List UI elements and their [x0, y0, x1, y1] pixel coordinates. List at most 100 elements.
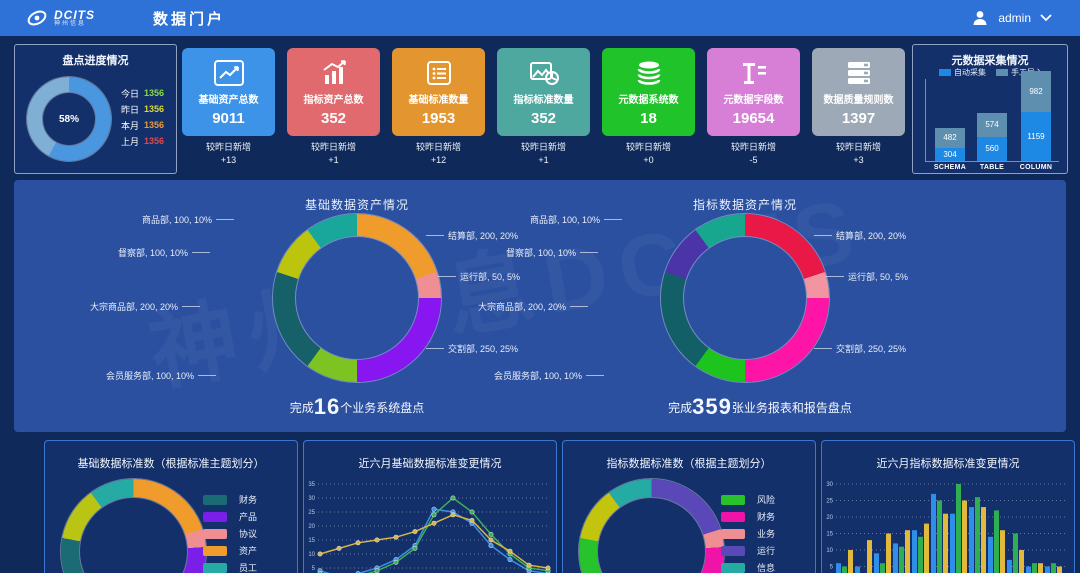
svg-text:35: 35	[308, 482, 315, 488]
stat-today: 今日 1356	[121, 88, 165, 99]
svg-text:25: 25	[826, 499, 833, 505]
kpi-card-indicator-standards[interactable]: 指标标准数量 352	[497, 48, 590, 136]
line-chart-icon	[212, 57, 246, 89]
logo-subtext: 神州信息	[54, 21, 87, 27]
kpi-delta-indicator-standards: 较昨日新增 +1	[520, 142, 566, 165]
svg-text:5: 5	[312, 566, 316, 572]
asset-overview-section: 神州信息DCITS 基础数据资产情况 商品部, 100, 10% 结算部, 20…	[14, 179, 1066, 432]
stacked-bar: 982 1159	[1021, 71, 1051, 161]
text-field-icon	[738, 57, 770, 89]
base-asset-title: 基础数据资产情况	[304, 198, 409, 212]
bar-segment: 1159	[1021, 112, 1051, 161]
svg-text:30: 30	[826, 482, 833, 488]
dcits-logo[interactable]: DCITS 神州信息	[26, 7, 95, 29]
base-standard-donut-panel: 基础数据标准数（根据标准主题划分） 财务 产品 协议 资产 员工	[44, 440, 298, 573]
bar-segment: 560	[977, 137, 1007, 161]
header: DCITS 神州信息 数据门户 admin	[0, 0, 1080, 36]
label-jiesuanbu: 结算部, 200, 20%	[426, 229, 518, 242]
user-menu[interactable]: admin	[971, 0, 1052, 36]
list-icon	[424, 57, 454, 89]
indicator-standard-donut-chart	[579, 479, 724, 573]
legend-item: 协议	[203, 525, 257, 542]
base-standard-donut-chart	[61, 479, 206, 573]
label-shangpinbu-2: 商品部, 100, 10%	[530, 213, 623, 226]
base-standard-trend-chart: 35 30 25 20 15 10 5	[304, 471, 558, 573]
kpi-delta-indicator-assets: 较昨日新增 +1	[310, 142, 356, 165]
label-huiyuanbu: 会员服务部, 100, 10%	[106, 369, 217, 382]
logo-swirl-icon	[27, 10, 47, 26]
label-dazongbu-2: 大宗商品部, 200, 20%	[478, 300, 589, 313]
label-jiesuanbu-2: 结算部, 200, 20%	[814, 229, 906, 242]
stat-this-month: 本月 1356	[121, 120, 165, 131]
username: admin	[998, 11, 1031, 25]
svg-text:30: 30	[308, 496, 315, 502]
svg-text:20: 20	[826, 515, 833, 521]
bar-category-label: COLUMN	[1019, 164, 1053, 171]
svg-text:15: 15	[826, 532, 833, 538]
progress-donut-chart: 58%	[27, 77, 111, 161]
bar-segment: 574	[977, 113, 1007, 137]
indicator-asset-donut-chart	[661, 214, 829, 382]
svg-text:10: 10	[826, 548, 833, 554]
legend-item: 资产	[203, 542, 257, 559]
bar-category-label: SCHEMA	[933, 164, 967, 171]
svg-text:15: 15	[308, 538, 315, 544]
stat-last-month: 上月 1356	[121, 136, 165, 147]
legend-auto: 自动采集	[939, 67, 986, 78]
stat-yesterday: 昨日 1356	[121, 104, 165, 115]
collection-x-axis	[925, 161, 1059, 162]
kpi-delta-base-standards: 较昨日新增 +12	[415, 142, 461, 165]
label-duchabu-2: 督察部, 100, 10%	[506, 246, 599, 259]
collection-stacked-bar-chart: 482 304 574 560 982 1159	[913, 69, 1069, 161]
base-standard-donut-title: 基础数据标准数（根据标准主题划分）	[77, 458, 265, 470]
kpi-card-quality-rules[interactable]: 数据质量规则数 1397	[812, 48, 905, 136]
collection-panel-title: 元数据采集情况	[951, 55, 1029, 67]
bar-segment: 482	[935, 128, 965, 148]
indicator-standard-donut-title: 指标数据标准数（根据主题划分）	[606, 458, 772, 470]
database-icon	[634, 57, 664, 89]
label-yunxingbu: 运行部, 50, 5%	[438, 270, 520, 283]
progress-percent: 58%	[58, 113, 79, 125]
label-dazongbu: 大宗商品部, 200, 20%	[90, 300, 201, 313]
stacked-bar: 482 304	[935, 128, 965, 161]
svg-text:10: 10	[308, 552, 315, 558]
kpi-delta-base-assets: 较昨日新增 +13	[205, 142, 251, 165]
label-duchabu: 督察部, 100, 10%	[118, 246, 211, 259]
svg-text:5: 5	[830, 565, 834, 571]
indicator-standard-legend: 风险 财务 业务 运行 信息	[721, 491, 775, 573]
indicator-standard-trend-panel: 近六月指标数据标准变更情况 30 25 20 15 10 5	[821, 440, 1075, 573]
legend-item: 运行	[721, 542, 775, 559]
label-shangpinbu: 商品部, 100, 10%	[142, 213, 235, 226]
bar-growth-icon	[317, 57, 351, 89]
progress-stats: 今日 1356 昨日 1356 本月 1356 上月 1356	[121, 85, 164, 149]
kpi-card-base-standards[interactable]: 基础标准数量 1953	[392, 48, 485, 136]
label-jiaogebu: 交割部, 250, 25%	[426, 342, 518, 355]
svg-text:25: 25	[308, 510, 315, 516]
indicator-asset-title: 指标数据资产情况	[692, 198, 797, 212]
kpi-card-metadata-systems[interactable]: 元数据系统数 18	[602, 48, 695, 136]
indicator-standard-trend-title: 近六月指标数据标准变更情况	[876, 458, 1020, 470]
chevron-down-icon	[1040, 14, 1052, 22]
bar-segment: 982	[1021, 71, 1051, 112]
kpi-delta-quality-rules: 较昨日新增 +3	[835, 142, 881, 165]
stacked-bar: 574 560	[977, 113, 1007, 161]
label-yunxingbu-2: 运行部, 50, 5%	[826, 270, 908, 283]
kpi-delta-metadata-systems: 较昨日新增 +0	[625, 142, 671, 165]
indicator-asset-caption: 完成359张业务报表和报告盘点	[668, 394, 852, 419]
svg-text:20: 20	[308, 524, 315, 530]
kpi-delta-metadata-fields: 较昨日新增 -5	[730, 142, 776, 165]
label-huiyuanbu-2: 会员服务部, 100, 10%	[494, 369, 605, 382]
progress-panel-title: 盘点进度情况	[62, 55, 129, 67]
image-pie-icon	[527, 57, 561, 89]
indicator-standard-donut-panel: 指标数据标准数（根据主题划分） 风险 财务 业务 运行 信息	[562, 440, 816, 573]
logo-text: DCITS	[54, 8, 95, 22]
base-asset-caption: 完成16个业务系统盘点	[289, 394, 425, 419]
user-avatar-icon	[973, 11, 987, 25]
kpi-card-metadata-fields[interactable]: 元数据字段数 19654	[707, 48, 800, 136]
legend-item: 业务	[721, 525, 775, 542]
kpi-card-indicator-assets[interactable]: 指标资产总数 352	[287, 48, 380, 136]
legend-item: 产品	[203, 508, 257, 525]
inventory-progress-panel: 盘点进度情况 58% 今日 1356 昨日 1356 本月 1356 上月 1356	[14, 44, 177, 174]
kpi-card-base-assets[interactable]: 基础资产总数 9011	[182, 48, 275, 136]
